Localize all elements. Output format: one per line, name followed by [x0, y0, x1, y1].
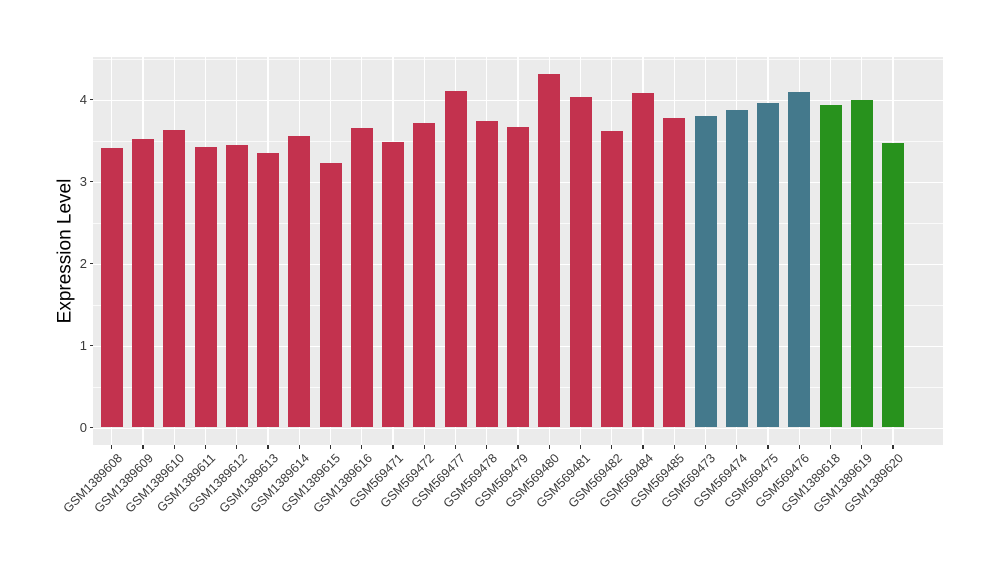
y-tick-mark: [89, 426, 93, 429]
bar-GSM569477: [444, 91, 467, 428]
bar-GSM569473: [694, 115, 717, 428]
bar-GSM1389614: [288, 135, 311, 428]
x-tick-mark: [298, 445, 300, 449]
x-tick-mark: [892, 445, 894, 449]
bar-GSM1389613: [257, 152, 279, 428]
y-tick-mark: [89, 98, 93, 101]
bar-GSM569480: [538, 74, 561, 428]
bar-GSM1389616: [350, 128, 373, 428]
bar-GSM1389618: [819, 105, 842, 428]
bar-GSM1389620: [882, 142, 904, 428]
x-tick-mark: [204, 445, 207, 449]
bar-GSM1389611: [194, 147, 217, 428]
y-tick-label: 2: [79, 255, 87, 271]
bar-GSM1389612: [225, 145, 248, 428]
y-tick-mark: [89, 180, 93, 183]
bar-GSM1389615: [319, 162, 342, 428]
x-tick-mark: [486, 445, 488, 449]
bar-GSM569474: [725, 110, 748, 428]
x-tick-mark: [454, 445, 457, 449]
bar-GSM569479: [507, 126, 529, 428]
bar-GSM1389610: [163, 129, 186, 428]
plot-panel: [93, 57, 943, 445]
x-tick-mark: [329, 445, 332, 449]
bar-GSM569485: [663, 117, 686, 428]
x-tick-mark: [392, 445, 394, 449]
bar-GSM569482: [600, 130, 623, 428]
x-tick-mark: [861, 445, 863, 449]
bar-GSM569481: [569, 97, 592, 428]
bar-GSM1389619: [850, 100, 873, 428]
bar-GSM569478: [475, 120, 498, 428]
x-tick-mark: [236, 445, 238, 449]
x-tick-mark: [798, 445, 800, 449]
x-tick-mark: [673, 445, 675, 449]
y-axis-title: Expression Level: [53, 178, 75, 324]
bar-GSM569484: [632, 92, 654, 428]
x-tick-mark: [111, 445, 113, 449]
x-tick-mark: [548, 445, 550, 449]
x-tick-mark: [361, 445, 363, 449]
y-tick-label: 1: [79, 337, 87, 353]
x-tick-mark: [142, 445, 144, 449]
bar-GSM1389609: [132, 138, 154, 428]
x-tick-mark: [423, 445, 425, 449]
x-tick-mark: [579, 445, 582, 449]
y-tick-label: 0: [79, 419, 87, 435]
x-tick-mark: [642, 445, 644, 449]
bar-GSM569475: [757, 102, 779, 428]
x-tick-mark: [267, 445, 269, 449]
x-tick-mark: [173, 445, 175, 449]
x-tick-mark: [517, 445, 519, 449]
bar-GSM569472: [413, 123, 436, 428]
y-tick-mark: [89, 262, 93, 265]
bar-GSM569476: [788, 92, 811, 428]
x-tick-mark: [704, 445, 707, 449]
x-tick-mark: [736, 445, 738, 449]
y-tick-label: 4: [79, 91, 87, 107]
x-tick-mark: [829, 445, 832, 449]
bar-GSM569471: [382, 142, 404, 428]
x-tick-mark: [611, 445, 613, 449]
y-tick-mark: [89, 344, 93, 347]
y-tick-label: 3: [79, 173, 87, 189]
bar-GSM1389608: [100, 147, 123, 428]
x-tick-mark: [767, 445, 769, 449]
